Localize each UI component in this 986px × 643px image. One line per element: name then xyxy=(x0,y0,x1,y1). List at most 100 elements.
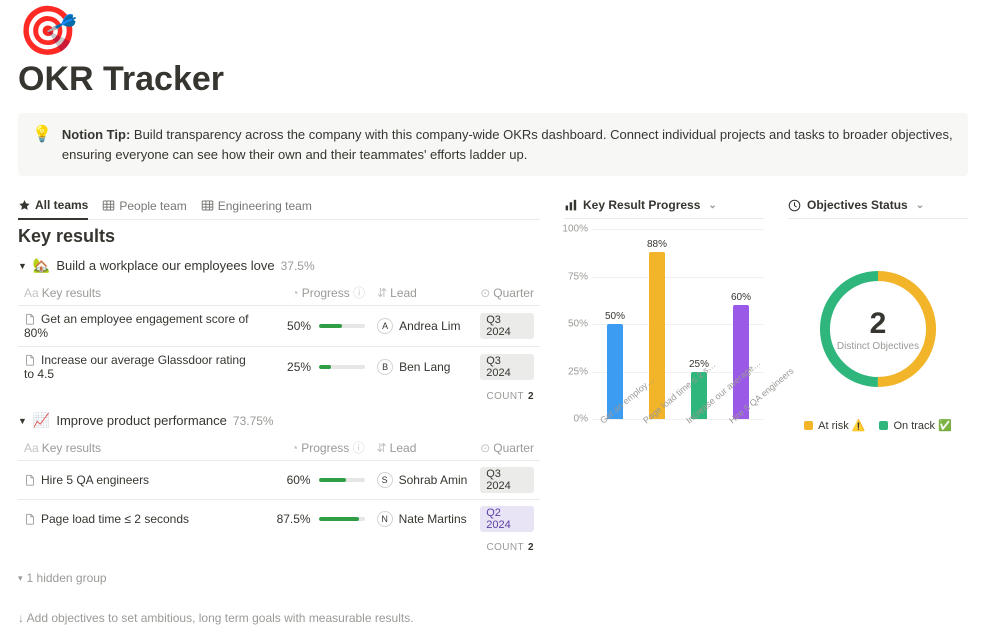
group-header[interactable]: ▼📈Improve product performance73.75% xyxy=(18,412,540,429)
hidden-group-toggle[interactable]: ▾ 1 hidden group xyxy=(18,571,540,585)
page-icon xyxy=(24,473,36,487)
ytick-label: 50% xyxy=(568,319,588,330)
lead-name: Ben Lang xyxy=(399,360,450,374)
progress-value: 60% xyxy=(267,473,311,487)
group-count: COUNT2 xyxy=(18,387,540,402)
tip-label: Notion Tip: xyxy=(62,127,130,142)
progress-cell: 50% xyxy=(267,319,365,333)
group-header[interactable]: ▼🏡Build a workplace our employees love37… xyxy=(18,257,540,274)
caret-down-icon: ▼ xyxy=(18,416,27,426)
row-title: Page load time ≤ 2 seconds xyxy=(41,512,189,526)
progress-value: 50% xyxy=(267,319,311,333)
view-tabs: All teams People team Engineering team xyxy=(18,198,540,220)
avatar: N xyxy=(377,511,393,527)
legend-swatch xyxy=(879,421,888,430)
star-icon xyxy=(18,199,31,212)
tip-body: Build transparency across the company wi… xyxy=(62,127,953,162)
quarter-pill: Q3 2024 xyxy=(480,467,534,493)
page-icon xyxy=(24,512,36,526)
legend-label: At risk ⚠️ xyxy=(818,419,865,432)
group-emoji: 📈 xyxy=(33,412,50,429)
table-icon xyxy=(201,199,214,212)
page-icon xyxy=(24,353,36,367)
donut-center-label: Distinct Objectives xyxy=(837,341,919,352)
table-row[interactable]: Increase our average Glassdoor rating to… xyxy=(18,347,540,388)
key-results-heading: Key results xyxy=(18,226,540,247)
lead-cell: A Andrea Lim xyxy=(377,318,468,334)
bar-chart-icon xyxy=(564,199,577,212)
chevron-down-icon: ⌄ xyxy=(708,200,716,211)
col-lead[interactable]: ⇵Lead xyxy=(371,280,474,306)
legend-item: At risk ⚠️ xyxy=(804,419,865,432)
col-progress[interactable]: ◔Progress ⓘ xyxy=(261,280,371,306)
bar-value-label: 60% xyxy=(731,292,751,303)
group-percent: 37.5% xyxy=(281,259,315,273)
lightbulb-icon: 💡 xyxy=(32,125,52,144)
tab-engineering-team[interactable]: Engineering team xyxy=(201,199,312,213)
col-key-results[interactable]: AaKey results xyxy=(18,280,261,306)
page-title: OKR Tracker xyxy=(18,60,968,99)
tab-label: People team xyxy=(119,199,186,213)
row-title: Get an employee engagement score of 80% xyxy=(24,312,248,340)
lead-name: Sohrab Amin xyxy=(399,473,468,487)
group-name: Build a workplace our employees love xyxy=(56,258,274,273)
key-results-table: AaKey results◔Progress ⓘ⇵Lead⊙QuarterHir… xyxy=(18,435,540,538)
quarter-pill: Q3 2024 xyxy=(480,354,534,380)
quarter-pill: Q2 2024 xyxy=(480,506,534,532)
key-results-table: AaKey results◔Progress ⓘ⇵Lead⊙QuarterGet… xyxy=(18,280,540,387)
bar-chart-title: Key Result Progress xyxy=(583,198,700,212)
lead-name: Andrea Lim xyxy=(399,319,460,333)
col-lead[interactable]: ⇵Lead xyxy=(371,435,475,461)
progress-cell: 87.5% xyxy=(267,512,365,526)
donut-center-value: 2 xyxy=(870,307,887,341)
col-progress[interactable]: ◔Progress ⓘ xyxy=(261,435,371,461)
table-icon xyxy=(102,199,115,212)
footer-hint: ↓ Add objectives to set ambitious, long … xyxy=(18,611,540,625)
legend-swatch xyxy=(804,421,813,430)
chevron-down-icon: ⌄ xyxy=(916,200,924,211)
quarter-pill: Q3 2024 xyxy=(480,313,534,339)
lead-name: Nate Martins xyxy=(399,512,467,526)
table-row[interactable]: Page load time ≤ 2 seconds 87.5% N Nate Mar… xyxy=(18,500,540,539)
ytick-label: 0% xyxy=(574,414,588,425)
notion-tip-callout: 💡 Notion Tip: Build transparency across … xyxy=(18,113,968,176)
col-quarter[interactable]: ⊙Quarter xyxy=(474,435,540,461)
row-title: Increase our average Glassdoor rating to… xyxy=(24,353,246,381)
chevron-down-icon: ▾ xyxy=(18,573,23,584)
ytick-label: 25% xyxy=(568,366,588,377)
avatar: A xyxy=(377,318,393,334)
progress-cell: 60% xyxy=(267,473,365,487)
ytick-label: 75% xyxy=(568,271,588,282)
col-quarter[interactable]: ⊙Quarter xyxy=(474,280,540,306)
donut-legend: At risk ⚠️ On track ✅ xyxy=(788,419,968,432)
bar-value-label: 88% xyxy=(647,239,667,250)
donut-chart: 2 Distinct Objectives xyxy=(808,259,948,399)
progress-value: 87.5% xyxy=(267,512,311,526)
bar-value-label: 50% xyxy=(605,311,625,322)
lead-cell: BBen Lang xyxy=(377,359,468,375)
bar-chart-header[interactable]: Key Result Progress ⌄ xyxy=(564,198,764,219)
bar-rect xyxy=(649,252,665,419)
tab-people-team[interactable]: People team xyxy=(102,199,186,213)
row-title: Hire 5 QA engineers xyxy=(41,473,149,487)
group-count: COUNT2 xyxy=(18,538,540,553)
tab-label: All teams xyxy=(35,198,88,212)
donut-header[interactable]: Objectives Status ⌄ xyxy=(788,198,968,219)
col-key-results[interactable]: AaKey results xyxy=(18,435,261,461)
hidden-group-label: 1 hidden group xyxy=(27,571,107,585)
donut-title: Objectives Status xyxy=(807,198,908,212)
tab-all-teams[interactable]: All teams xyxy=(18,198,88,220)
lead-cell: N Nate Martins xyxy=(377,511,469,527)
lead-cell: S Sohrab Amin xyxy=(377,472,469,488)
clock-icon xyxy=(788,199,801,212)
legend-label: On track ✅ xyxy=(893,419,951,432)
avatar: S xyxy=(377,472,393,488)
table-row[interactable]: Get an employee engagement score of 80% 5… xyxy=(18,306,540,347)
tip-text: Notion Tip: Build transparency across th… xyxy=(62,125,954,164)
group-name: Improve product performance xyxy=(56,413,227,428)
page-icon: 🎯 xyxy=(18,8,968,56)
progress-cell: 25% xyxy=(267,360,365,374)
page-icon xyxy=(24,312,36,326)
table-row[interactable]: Hire 5 QA engineers 60% S Sohrab Amin Q3 202… xyxy=(18,461,540,500)
tab-label: Engineering team xyxy=(218,199,312,213)
